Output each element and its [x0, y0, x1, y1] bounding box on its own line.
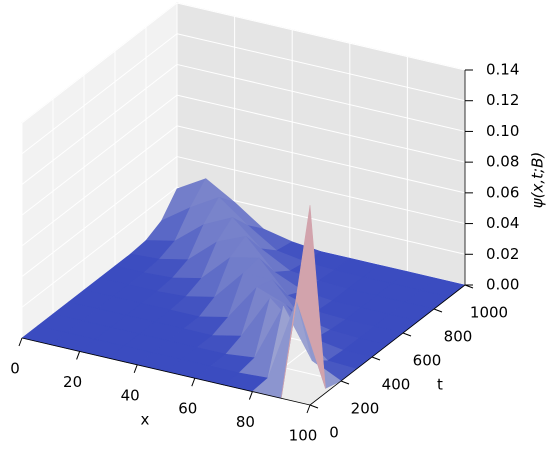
- z-tick-label: 0.10: [486, 122, 519, 140]
- z-tick-label: 0.08: [486, 153, 519, 171]
- z-tick-label: 0.12: [486, 91, 519, 109]
- z-tick-label: 0.14: [486, 61, 519, 79]
- z-tick-label: 0.04: [486, 214, 519, 232]
- surface: [21, 178, 466, 399]
- axis-line: [21, 337, 311, 406]
- grid-line: [21, 156, 178, 277]
- x-tick: [191, 378, 196, 387]
- x-tick-label: 40: [121, 386, 140, 404]
- y-tick: [309, 404, 319, 409]
- y-tick-label: 600: [413, 352, 442, 370]
- x-tick: [248, 391, 253, 400]
- grid-line: [176, 156, 466, 225]
- surface-patch: [280, 205, 326, 399]
- y-tick-label: 800: [444, 328, 473, 346]
- x-tick: [133, 364, 138, 373]
- grid-line: [176, 125, 466, 194]
- y-tick: [433, 308, 443, 313]
- y-tick-label: 1000: [470, 304, 508, 322]
- x-axis-label: x: [141, 411, 150, 429]
- grid-line: [176, 63, 466, 132]
- y-tick-label: 200: [351, 400, 380, 418]
- x-tick: [76, 351, 81, 360]
- y-tick: [340, 380, 350, 385]
- grid-line: [176, 33, 466, 102]
- grid-line: [21, 33, 178, 155]
- x-tick-label: 80: [236, 413, 255, 431]
- axis-line: [309, 284, 466, 406]
- x-tick-label: 100: [289, 427, 318, 445]
- z-axis-label: ψ(x,t;B): [529, 152, 547, 208]
- grid-line: [21, 64, 178, 185]
- z-tick-label: 0.02: [486, 245, 519, 263]
- x-tick-label: 0: [10, 360, 20, 378]
- grid-line: [176, 94, 466, 163]
- x-tick: [18, 337, 23, 347]
- x-tick-label: 60: [178, 400, 197, 418]
- x-tick-label: 20: [63, 373, 82, 391]
- z-tick-label: 0.06: [486, 183, 519, 201]
- x-tick: [306, 404, 311, 414]
- grid-line: [21, 186, 178, 308]
- y-tick-label: 400: [382, 376, 411, 394]
- y-tick: [402, 332, 412, 337]
- y-tick-label: 0: [329, 424, 339, 442]
- y-tick: [371, 356, 381, 361]
- grid-line: [176, 2, 466, 71]
- grid-line: [21, 2, 178, 124]
- z-tick-label: 0.00: [486, 276, 519, 294]
- grid-line: [21, 125, 178, 247]
- grid-line: [21, 94, 178, 216]
- y-axis-label: t: [437, 376, 443, 394]
